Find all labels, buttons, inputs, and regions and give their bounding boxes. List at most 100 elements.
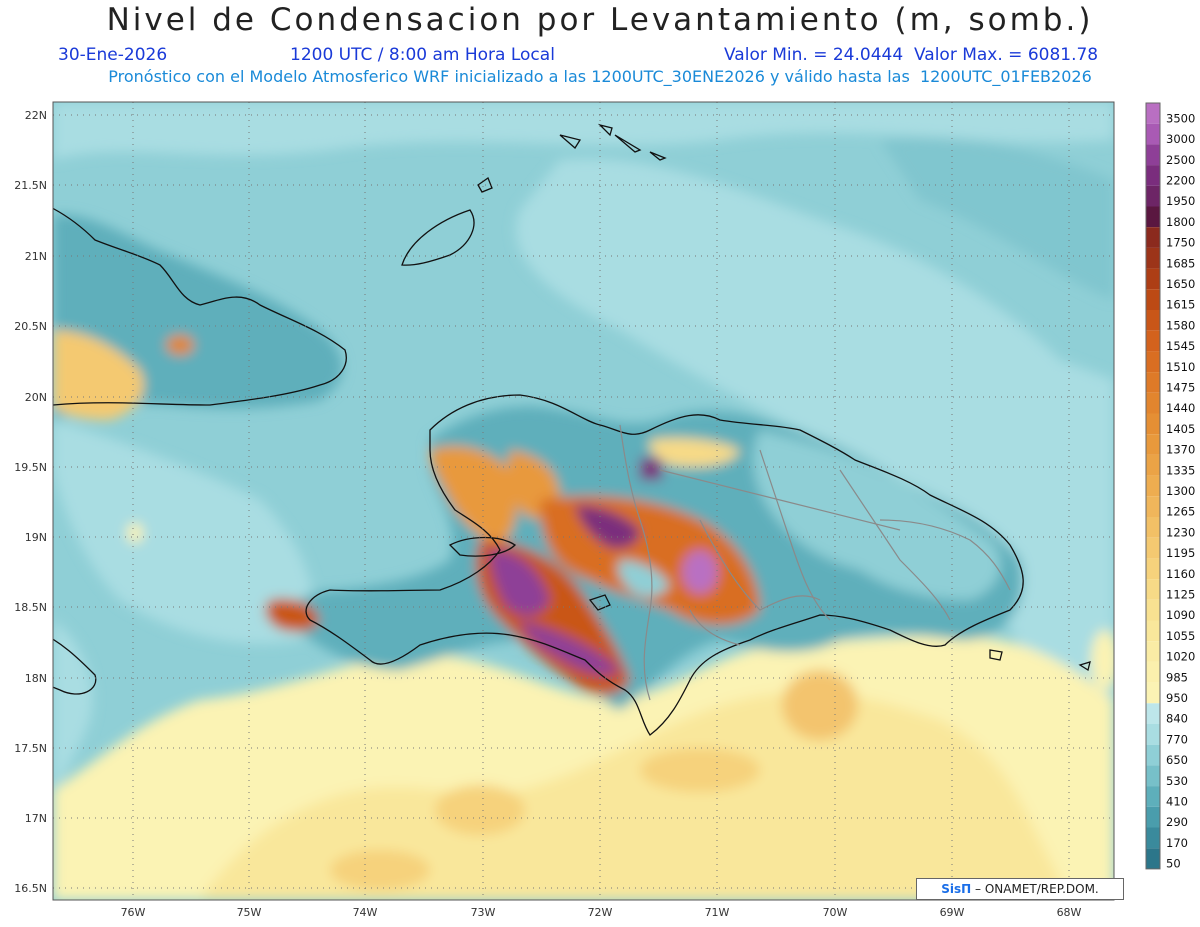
color-scale-label: 1300 [1166,484,1195,498]
color-scale-label: 1510 [1166,360,1195,374]
color-scale-label: 1475 [1166,380,1195,394]
color-scale-label: 1650 [1166,277,1195,291]
color-scale-label: 1335 [1166,463,1195,477]
color-scale-swatch [1146,103,1160,124]
sispi-logo: SisΠ [941,882,972,896]
color-scale-label: 1405 [1166,422,1195,436]
forecast-date: 30-Ene-2026 [58,45,168,65]
color-scale-swatch [1146,620,1160,642]
color-scale-label: 1090 [1166,608,1195,622]
lat-label: 19N [25,531,47,544]
color-scale-label: 1440 [1166,401,1195,415]
lon-label: 71W [705,906,730,919]
color-scale-label: 290 [1166,815,1188,829]
color-scale-label: 1685 [1166,256,1195,270]
color-scale-swatch [1146,765,1160,787]
color-scale-swatch [1146,185,1160,207]
color-scale-swatch [1146,206,1160,228]
color-scale-swatch [1146,496,1160,517]
color-scale-label: 840 [1166,712,1188,726]
color-scale-label: 50 [1166,857,1181,871]
color-scale-swatch [1146,558,1160,580]
credit-box: SisΠ – ONAMET/REP.DOM. [916,878,1124,900]
lat-label: 20.5N [14,320,47,333]
lat-label: 18.5N [14,601,47,614]
color-scale-label: 1265 [1166,505,1195,519]
color-scale-swatch [1146,144,1160,166]
lat-label: 17.5N [14,742,47,755]
color-scale-label: 1160 [1166,567,1195,581]
color-scale-swatch [1146,641,1160,662]
lon-label: 74W [353,906,378,919]
lat-label: 22N [25,109,47,122]
color-scale-swatch [1146,165,1160,186]
color-scale-label: 1545 [1166,339,1195,353]
color-scale-swatch [1146,599,1160,621]
color-scale-label: 1195 [1166,546,1195,560]
color-scale-swatch [1146,537,1160,559]
lon-label: 70W [823,906,848,919]
color-scale-label: 1750 [1166,236,1195,250]
color-scale-bar: 3500 3000 2500 2200 1950 1800 1750 1685 1650 1615… [1145,102,1195,871]
color-scale-label: 1800 [1166,215,1195,229]
lat-label: 21N [25,250,47,263]
map-title: Nivel de Condensacion por Levantamiento … [106,2,1094,38]
color-scale-swatch [1146,247,1160,269]
color-scale-swatch [1146,703,1160,724]
lon-label: 76W [121,906,146,919]
color-scale-label: 410 [1166,794,1188,808]
color-scale-swatch [1146,330,1160,352]
color-scale-label: 1055 [1166,629,1195,643]
lat-label: 17N [25,812,47,825]
credit-text: – ONAMET/REP.DOM. [975,882,1099,896]
lon-label: 68W [1057,906,1082,919]
lon-label: 72W [588,906,613,919]
color-scale-swatch [1146,123,1160,145]
color-scale-swatch [1146,372,1160,393]
color-scale-label: 650 [1166,753,1188,767]
graticule [53,102,1114,900]
color-scale-swatch [1146,661,1160,683]
color-scale-label: 1230 [1166,525,1195,539]
color-scale-swatch [1146,517,1160,538]
lat-label: 20N [25,391,47,404]
color-scale-label: 1370 [1166,443,1195,457]
lon-label: 75W [237,906,262,919]
color-scale-swatch [1146,579,1160,600]
color-scale-swatch [1146,454,1160,476]
color-scale-swatch [1146,806,1160,828]
color-scale-label: 1020 [1166,650,1195,664]
color-scale-swatch [1146,827,1160,849]
color-scale-label: 170 [1166,836,1188,850]
lat-label: 21.5N [14,179,47,192]
color-scale-label: 950 [1166,691,1188,705]
forecast-time: 1200 UTC / 8:00 am Hora Local [290,45,555,65]
color-scale-label: 770 [1166,732,1188,746]
lon-label: 73W [471,906,496,919]
lon-label: 69W [940,906,965,919]
color-scale-swatch [1146,434,1160,455]
color-scale-swatch [1146,682,1160,704]
coastlines [53,123,1091,736]
plot-frame [52,101,1115,901]
color-scale-label: 1580 [1166,318,1195,332]
forecast-subtitle: Pronóstico con el Modelo Atmosferico WRF… [108,67,1092,86]
color-scale-label: 530 [1166,774,1188,788]
color-scale-swatch [1146,744,1160,766]
color-scale-label: 2500 [1166,153,1195,167]
lon-axis: 76W 75W 74W 73W 72W 71W 70W 69W 68W [121,906,1082,919]
color-scale-label: 2200 [1166,173,1195,187]
color-scale-swatch [1146,392,1160,414]
color-scale-label: 3500 [1166,111,1195,125]
color-scale-label: 1615 [1166,298,1195,312]
color-scale-swatch [1146,310,1160,331]
color-scale-swatch [1146,413,1160,435]
color-scale-swatch [1146,848,1160,869]
color-scale-swatch [1146,289,1160,310]
province-borders [619,424,1011,701]
color-scale-swatch [1146,268,1160,290]
value-min-max: Valor Min. = 24.0444 Valor Max. = 6081.7… [724,45,1099,65]
color-scale-swatch [1146,227,1160,248]
color-scale-label: 1950 [1166,194,1195,208]
